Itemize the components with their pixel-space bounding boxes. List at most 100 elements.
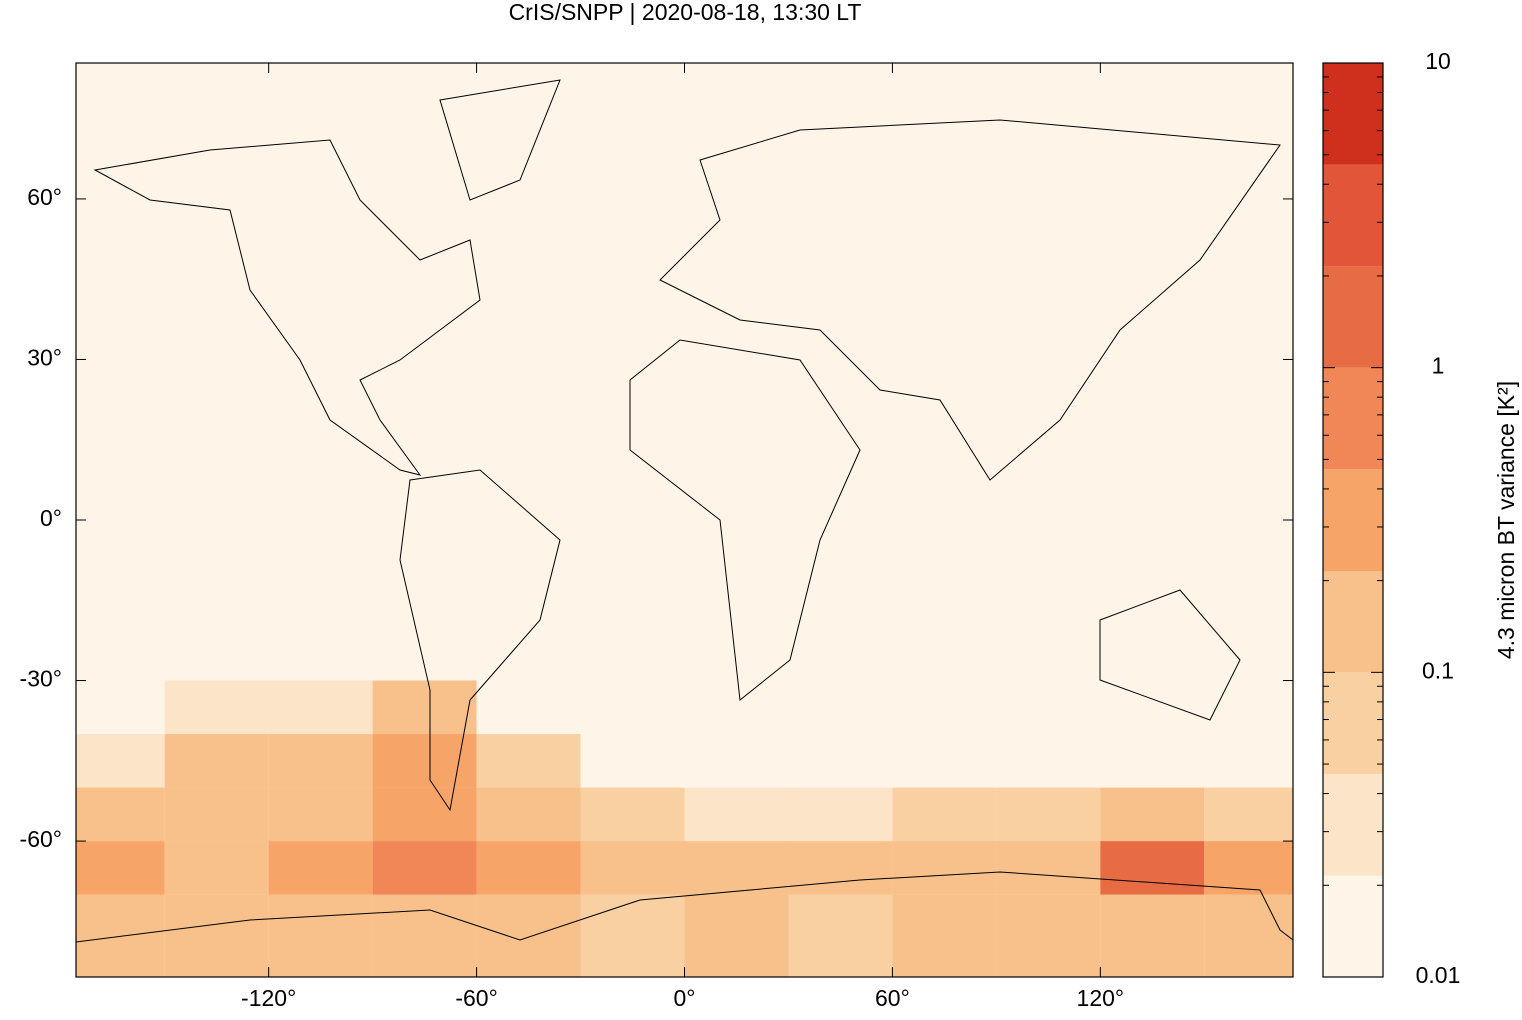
colorbar-band: [1323, 367, 1383, 470]
colorbar-frame: [1322, 62, 1384, 978]
y-tick-label: 60°: [27, 184, 62, 210]
field-cell: [1100, 787, 1205, 842]
colorbar-band: [1323, 672, 1383, 774]
colorbar-band: [1323, 266, 1383, 368]
field-cell: [996, 894, 1101, 977]
field-cell: [788, 787, 893, 842]
plot-frame: [75, 62, 1294, 978]
field-cell: [788, 680, 893, 735]
x-tick-label: 0°: [674, 985, 696, 1011]
coastline: [659, 119, 1281, 481]
colorbar-band: [1323, 875, 1383, 977]
field-cell: [580, 734, 685, 788]
field-cell: [476, 894, 581, 977]
field-cell: [476, 680, 581, 735]
field-cell: [164, 787, 269, 842]
field-cell: [1204, 680, 1293, 735]
field-cell: [892, 841, 997, 895]
x-tick-label: -120°: [241, 985, 296, 1011]
colorbar-band: [1323, 63, 1383, 165]
x-tick-label: 60°: [875, 985, 910, 1011]
field-cell: [1204, 841, 1293, 895]
field-cell: [996, 787, 1101, 842]
colorbar-label: 4.3 micron BT variance [K²]: [1493, 381, 1519, 659]
y-tick-label: 0°: [40, 505, 62, 531]
coastline: [629, 339, 861, 701]
field-cell: [684, 841, 789, 895]
field-cell: [476, 734, 581, 788]
field-cell: [996, 841, 1101, 895]
y-tick-label: -60°: [20, 826, 62, 852]
field-cell: [268, 680, 373, 735]
field-cell: [164, 841, 269, 895]
x-tick-label: -60°: [455, 985, 497, 1011]
field-cell: [372, 734, 477, 788]
axes: -120° -60° 0° 60° 120° -60° -30° 0° 30° 60°: [20, 63, 1293, 1011]
colorbar-tick-label: 1: [1432, 353, 1445, 379]
field-cell: [372, 841, 477, 895]
field-cell: [684, 734, 789, 788]
colorbar-band: [1323, 164, 1383, 267]
field-cell: [76, 894, 165, 977]
field-cell: [892, 734, 997, 788]
field-cell: [1204, 787, 1293, 842]
field-cell: [892, 894, 997, 977]
field-cell: [268, 841, 373, 895]
colorbar-band: [1323, 773, 1383, 876]
x-tick-label: 120°: [1077, 985, 1125, 1011]
field-cell: [76, 680, 165, 735]
colorbar-tick-label: 10: [1425, 48, 1451, 74]
field-cell: [1204, 734, 1293, 788]
y-tick-label: 30°: [27, 345, 62, 371]
field-cell: [164, 734, 269, 788]
field-cell: [372, 787, 477, 842]
field-cell: [996, 680, 1101, 735]
field-cell: [76, 841, 165, 895]
field-cell: [788, 841, 893, 895]
field-cell: [1204, 894, 1293, 977]
field-cell: [164, 894, 269, 977]
field-cell: [788, 734, 893, 788]
field-cell: [1100, 841, 1205, 895]
field-cell: [476, 787, 581, 842]
field-cell: [1100, 680, 1205, 735]
coastline: [1099, 589, 1241, 721]
coastlines: [75, 79, 1294, 943]
field-cell: [580, 841, 685, 895]
colorbar-tick-label: 0.01: [1416, 962, 1461, 988]
colorbar-tick-label: 0.1: [1422, 657, 1454, 683]
field-cell: [892, 680, 997, 735]
field-cell: [476, 841, 581, 895]
field-cell: [164, 680, 269, 735]
field-cell: [372, 894, 477, 977]
field-cell: [268, 787, 373, 842]
colorbar: 0.01 0.1 1 10: [1322, 48, 1461, 988]
field: [76, 680, 1293, 977]
field-cell: [268, 734, 373, 788]
coastline: [93, 139, 481, 476]
field-cell: [684, 894, 789, 977]
field-cell: [76, 734, 165, 788]
field-cell: [580, 894, 685, 977]
y-tick-label: -30°: [20, 666, 62, 692]
field-cell: [684, 680, 789, 735]
field-cell: [788, 894, 893, 977]
field-cell: [372, 680, 477, 735]
coastline: [399, 469, 561, 812]
coastline: [75, 871, 1294, 943]
field-cell: [76, 787, 165, 842]
colorbar-band: [1323, 469, 1383, 572]
coastline: [439, 79, 561, 201]
chart-title: CrIS/SNPP | 2020-08-18, 13:30 LT: [509, 0, 862, 25]
field-cell: [996, 734, 1101, 788]
field-cell: [580, 787, 685, 842]
field-cell: [892, 787, 997, 842]
field-cell: [1100, 734, 1205, 788]
field-cell: [1100, 894, 1205, 977]
field-cell: [268, 894, 373, 977]
colorbar-band: [1323, 571, 1383, 673]
field-cell: [684, 787, 789, 842]
field-cell: [580, 680, 685, 735]
